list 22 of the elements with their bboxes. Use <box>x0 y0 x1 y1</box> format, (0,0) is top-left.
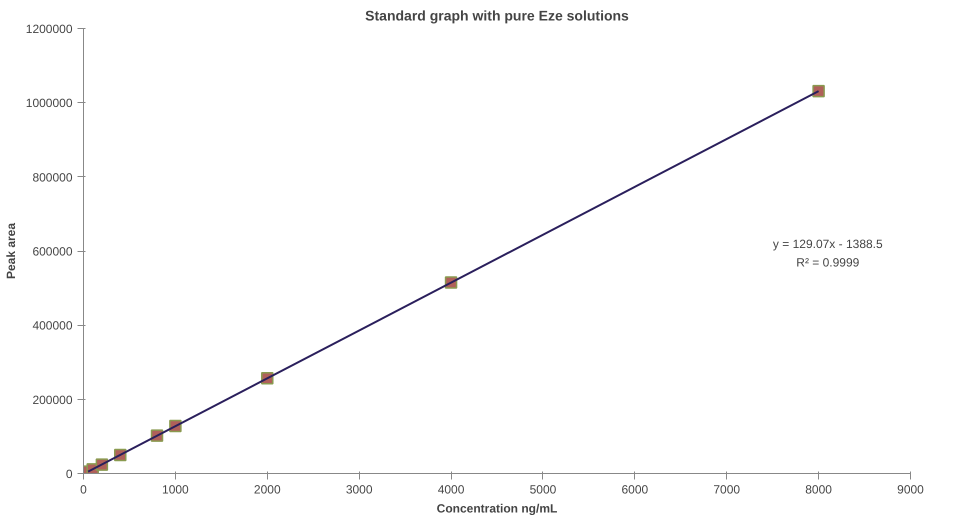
x-tick-label: 7000 <box>713 482 740 496</box>
x-tick-label: 6000 <box>621 482 649 496</box>
y-tick-label: 1200000 <box>26 22 73 36</box>
y-tick-label: 200000 <box>32 392 73 407</box>
annotation: y = 129.07x - 1388.5 <box>772 237 883 251</box>
chart-title: Standard graph with pure Eze solutions <box>365 8 630 24</box>
x-tick-label: 9000 <box>897 482 924 496</box>
y-tick-label: 0 <box>66 467 73 481</box>
y-axis-title: Peak area <box>4 222 18 280</box>
x-tick-label: 4000 <box>438 482 465 496</box>
x-tick-label: 3000 <box>346 482 373 496</box>
annotation: R² = 0.9999 <box>796 256 860 270</box>
x-tick-label: 5000 <box>530 482 557 496</box>
y-tick-label: 1000000 <box>26 96 73 110</box>
x-tick-label: 1000 <box>162 482 190 496</box>
y-tick-label: 400000 <box>32 318 73 333</box>
y-tick-label: 800000 <box>32 170 73 184</box>
y-tick-label: 600000 <box>32 244 73 258</box>
x-tick-label: 0 <box>80 482 88 496</box>
x-tick-label: 8000 <box>805 482 832 496</box>
x-tick-label: 2000 <box>254 482 281 496</box>
x-axis-title: Concentration ng/mL <box>436 502 558 516</box>
